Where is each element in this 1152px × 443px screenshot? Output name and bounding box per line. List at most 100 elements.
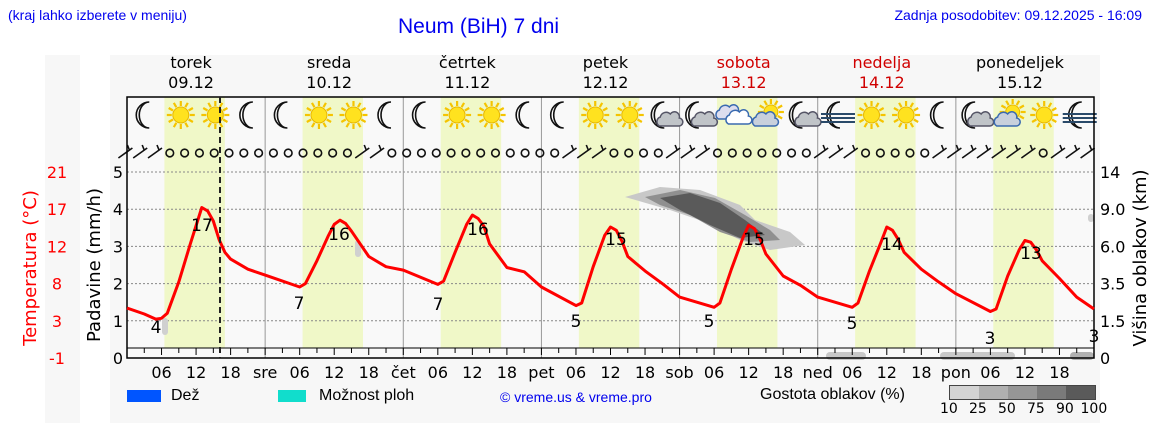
density-tick: 100: [1080, 401, 1108, 417]
temperature-line: [126, 206, 1095, 321]
temp-max-label: 16: [467, 220, 489, 240]
x-tick: pet: [528, 363, 554, 382]
wind-barb-icon: [147, 144, 163, 159]
x-tick: 06: [151, 363, 171, 382]
temp-min-label: 5: [847, 314, 858, 334]
calm-wind-icon: [550, 148, 560, 158]
calm-wind-icon: [254, 148, 264, 158]
x-tick: 18: [497, 363, 517, 382]
day-name: sobota: [716, 53, 771, 72]
cloud-axis-label: Višina oblakov (km): [1130, 169, 1151, 346]
precip-tick: 5: [113, 163, 123, 182]
plot-frame: [126, 96, 1095, 359]
wind-barbs: [117, 144, 1096, 159]
day-name: petek: [582, 53, 629, 72]
x-tick: 18: [1049, 363, 1069, 382]
day-label: torek 09.12: [131, 53, 251, 93]
x-axis-ticks: 06 12 18 sre 06 12 18 čet 06 12 18 pet 06 12 18 sob 06 12…: [151, 363, 1069, 382]
wind-barb-icon: [680, 144, 696, 159]
calm-wind-icon: [609, 148, 619, 158]
calm-wind-icon: [298, 148, 308, 158]
x-tick: 12: [462, 363, 482, 382]
temp-max-label: 13: [1020, 244, 1042, 264]
x-tick: čet: [391, 363, 416, 382]
calm-wind-icon: [653, 148, 663, 158]
x-tick: 06: [704, 363, 724, 382]
sun-cloud-icon: [993, 99, 1026, 127]
wind-barb-icon: [354, 144, 370, 159]
wind-barb-icon: [695, 144, 711, 159]
sun-icon: [581, 101, 610, 129]
legend-rain: Dež: [127, 387, 199, 405]
temp-min-label: 3: [985, 329, 996, 349]
x-tick: 12: [600, 363, 620, 382]
calm-wind-icon: [890, 148, 900, 158]
sun-cloud-icon: [751, 99, 784, 127]
calm-wind-icon: [757, 148, 767, 158]
sun-icon: [304, 101, 333, 129]
calm-wind-icon: [801, 148, 811, 158]
sun-icon: [857, 101, 886, 129]
day-label: sreda 10.12: [269, 53, 389, 93]
x-tick: 12: [877, 363, 897, 382]
cloud-density-label: Gostota oblakov (%): [760, 386, 905, 403]
sun-icon: [339, 101, 368, 129]
calm-wind-icon: [860, 148, 871, 158]
wind-barb-icon: [1020, 144, 1036, 159]
copyright-link[interactable]: © vreme.us & vreme.pro: [500, 389, 652, 405]
region-hint[interactable]: (kraj lahko izberete v meniju): [8, 7, 187, 23]
wind-barb-icon: [991, 144, 1007, 159]
cloud-height-tick: 9.0: [1100, 200, 1125, 219]
x-tick: 06: [289, 363, 309, 382]
temp-tick: -1: [49, 349, 65, 368]
x-tick: 06: [842, 363, 862, 382]
wind-barb-icon: [932, 144, 948, 159]
day-date: 14.12: [858, 73, 905, 92]
wind-barb-icon: [1050, 144, 1066, 159]
x-tick: sre: [253, 363, 277, 382]
day-name: nedelja: [852, 53, 912, 72]
moon-fog-icon: [820, 101, 855, 129]
temp-min-label: 7: [294, 294, 305, 314]
x-tick: 18: [911, 363, 931, 382]
wind-barb-icon: [1080, 144, 1096, 159]
calm-wind-icon: [313, 148, 323, 158]
density-tick: 10: [940, 401, 958, 417]
temp-max-label: 15: [605, 230, 627, 250]
last-update: Zadnja posodobitev: 09.12.2025 - 16:09: [894, 7, 1142, 23]
calm-wind-icon: [328, 148, 338, 158]
density-swatch: [950, 386, 979, 399]
day-name: sreda: [307, 53, 352, 72]
temp-axis-panel: [45, 55, 80, 423]
calm-wind-icon: [416, 148, 427, 158]
day-label: petek 12.12: [546, 53, 666, 93]
x-tick: 06: [980, 363, 1000, 382]
day-name: torek: [170, 53, 212, 72]
wind-barb-icon: [828, 144, 844, 159]
wind-barb-icon: [369, 144, 385, 159]
calm-wind-icon: [875, 148, 885, 158]
calm-wind-icon: [342, 148, 353, 158]
day-date: 13.12: [720, 73, 767, 92]
calm-wind-icon: [431, 148, 441, 158]
calm-wind-icon: [209, 148, 219, 158]
calm-wind-icon: [638, 148, 649, 158]
temp-min-label: 5: [704, 312, 715, 332]
temp-max-label: 14: [881, 235, 903, 255]
precip-tick: 3: [113, 237, 123, 256]
calm-wind-icon: [772, 148, 782, 158]
wind-barb-icon: [562, 144, 577, 159]
x-tick: 06: [428, 363, 448, 382]
day-date: 12.12: [582, 73, 629, 92]
temp-tick: 3: [52, 312, 62, 331]
precip-tick: 2: [113, 275, 123, 294]
calm-wind-icon: [1038, 148, 1048, 158]
calm-wind-icon: [742, 148, 752, 158]
temp-min-label: 3: [1089, 327, 1100, 347]
calm-wind-icon: [920, 148, 930, 158]
calm-wind-icon: [194, 148, 205, 158]
day-name: ponedeljek: [975, 53, 1064, 72]
moon-cloud-icon: [685, 101, 719, 129]
x-tick: ned: [803, 363, 833, 382]
